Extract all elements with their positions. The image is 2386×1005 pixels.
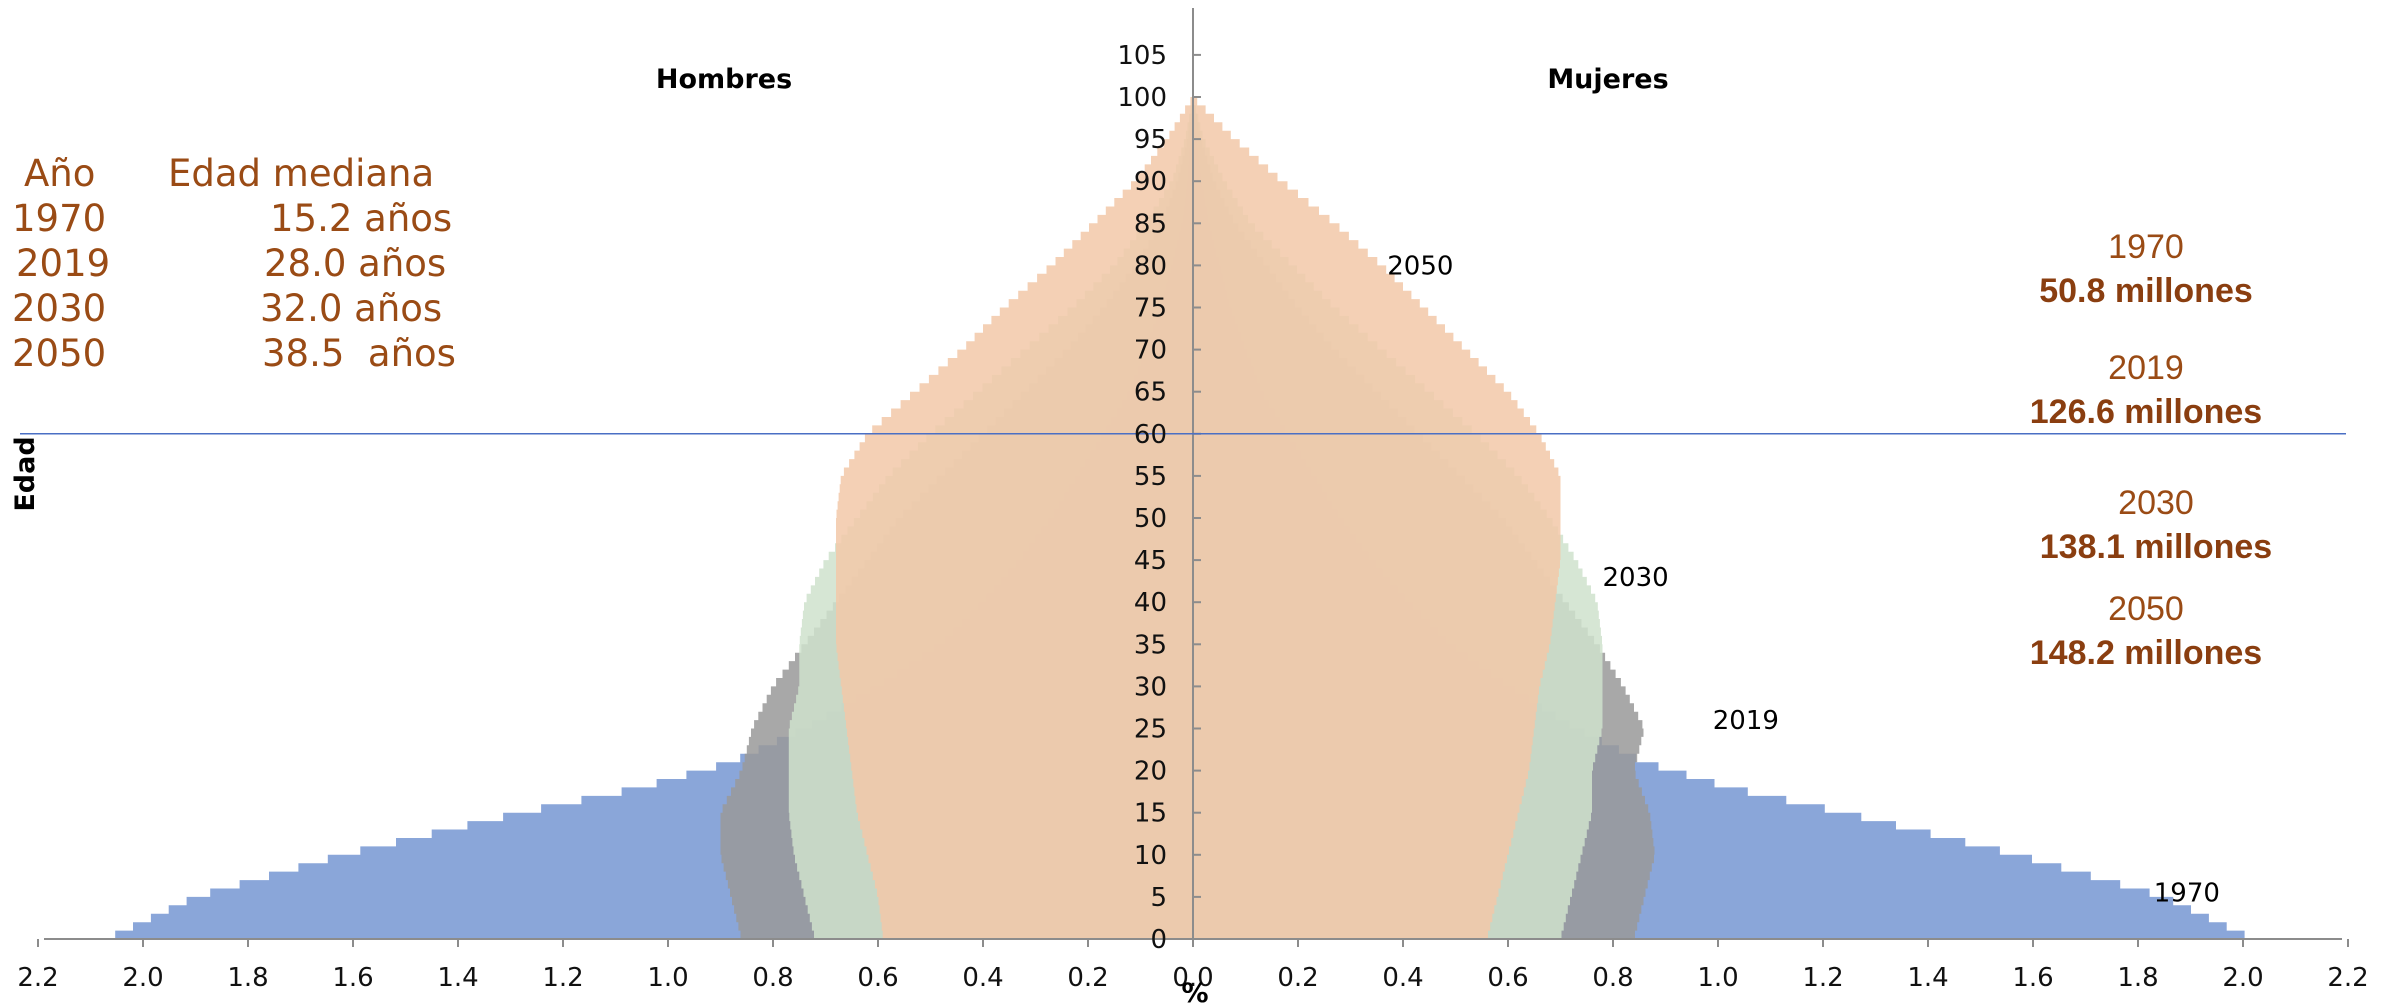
y-tick-label: 50 [1134, 504, 1167, 534]
y-tick-label: 30 [1134, 672, 1167, 702]
x-tick-label: 0.4 [962, 963, 1003, 993]
median-row-year: 2030 [12, 287, 107, 330]
total-year: 1970 [2108, 228, 2184, 266]
y-tick-label: 70 [1134, 336, 1167, 366]
x-tick-label: 1.8 [2117, 963, 2158, 993]
x-tick-label: 1.0 [647, 963, 688, 993]
x-axis-title: % [1181, 978, 1208, 1005]
median-row-value: 38.5 años [262, 332, 456, 375]
total-value: 138.1 millones [2039, 528, 2273, 566]
total-value: 50.8 millones [2039, 272, 2253, 310]
y-tick-label: 10 [1134, 841, 1167, 871]
total-value: 148.2 millones [2029, 634, 2263, 672]
median-header-year: Año [24, 152, 96, 195]
x-tick-label: 1.0 [1697, 963, 1738, 993]
y-tick-label: 85 [1134, 209, 1167, 239]
median-row-year: 2050 [12, 332, 107, 375]
axes [20, 8, 2349, 947]
median-row-value: 28.0 años [264, 242, 447, 285]
y-tick-label: 90 [1134, 167, 1167, 197]
x-tick-label: 1.6 [2012, 963, 2053, 993]
y-tick-label: 25 [1134, 715, 1167, 745]
y-axis-title: Edad [10, 436, 41, 511]
curve-label-2030: 2030 [1603, 563, 1669, 593]
x-tick-label: 0.0 [1172, 963, 1213, 993]
median-row-year: 2019 [16, 242, 111, 285]
x-tick-label: 0.2 [1067, 963, 1108, 993]
chart-labels: 2.2 2.0 1.8 1.6 1.4 1.2 1.0 0.8 0.6 0.4 0.2 0.0 0.2 0… [10, 41, 2369, 1005]
x-tick-label: 0.6 [1487, 963, 1528, 993]
x-tick-label: 0.8 [752, 963, 793, 993]
x-tick-label: 1.6 [332, 963, 373, 993]
x-tick-label: 0.8 [1592, 963, 1633, 993]
y-tick-label: 65 [1134, 378, 1167, 408]
total-year: 2050 [2108, 590, 2184, 628]
median-row-value: 15.2 años [270, 197, 453, 240]
curve-label-1970: 1970 [2154, 879, 2220, 909]
y-tick-label: 45 [1134, 546, 1167, 576]
median-row-value: 32.0 años [260, 287, 443, 330]
women-label: Mujeres [1547, 64, 1668, 95]
y-tick-label: 20 [1134, 757, 1167, 787]
y-tick-label: 55 [1134, 462, 1167, 492]
x-tick-label: 1.2 [1802, 963, 1843, 993]
total-year: 2019 [2108, 349, 2184, 387]
total-year: 2030 [2118, 484, 2194, 522]
median-header-median: Edad mediana [168, 152, 435, 195]
x-tick-label: 1.4 [437, 963, 478, 993]
y-tick-label: 35 [1134, 630, 1167, 660]
y-tick-label: 60 [1134, 420, 1167, 450]
x-tick-label: 0.6 [857, 963, 898, 993]
x-tick-label: 2.0 [2222, 963, 2263, 993]
y-tick-label: 95 [1134, 125, 1167, 155]
x-tick-label: 0.4 [1382, 963, 1423, 993]
y-tick-label: 15 [1134, 799, 1167, 829]
y-tick-label: 75 [1134, 294, 1167, 324]
y-tick-label: 80 [1134, 251, 1167, 281]
y-tick-label: 5 [1150, 883, 1167, 913]
y-tick-label: 100 [1117, 83, 1167, 113]
median-row-year: 1970 [12, 197, 107, 240]
x-tick-label: 2.2 [2327, 963, 2368, 993]
y-tick-label: 0 [1150, 925, 1167, 955]
x-tick-label: 0.2 [1277, 963, 1318, 993]
curve-label-2019: 2019 [1713, 706, 1779, 736]
x-tick-label: 1.2 [542, 963, 583, 993]
x-tick-label: 1.4 [1907, 963, 1948, 993]
curve-label-2050: 2050 [1387, 251, 1453, 281]
x-tick-label: 1.8 [227, 963, 268, 993]
x-tick-label: 2.2 [17, 963, 58, 993]
y-tick-label: 40 [1134, 588, 1167, 618]
men-label: Hombres [656, 64, 792, 95]
total-value: 126.6 millones [2029, 393, 2263, 431]
x-tick-label: 2.0 [122, 963, 163, 993]
y-tick-label: 105 [1117, 41, 1167, 71]
